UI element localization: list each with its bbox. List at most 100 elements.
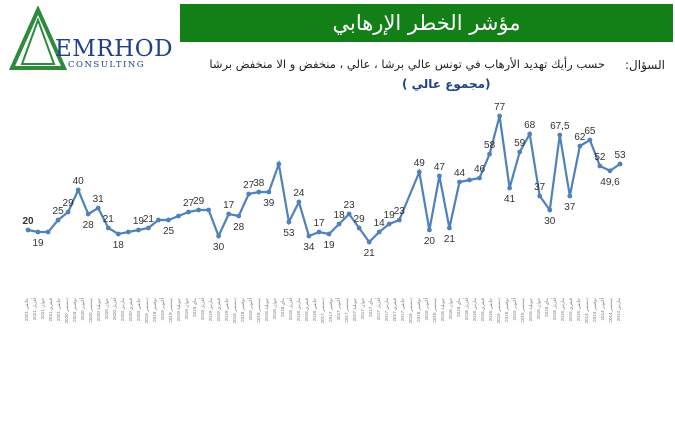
x-tick-label: نوفمبر 2020 xyxy=(72,298,78,322)
x-tick-label: جوان 2018 xyxy=(272,298,278,320)
data-point xyxy=(537,193,543,199)
data-point xyxy=(567,193,573,199)
data-label: 37 xyxy=(534,182,546,193)
data-label: 27 xyxy=(243,180,255,191)
data-point xyxy=(507,185,512,191)
x-tick-label: ماي 2019 xyxy=(192,297,197,317)
data-label: 17 xyxy=(313,218,325,229)
data-point xyxy=(457,179,462,185)
x-tick-label: جويلية 2019 xyxy=(176,298,182,322)
x-tick-label: جوان 2021 xyxy=(40,298,46,320)
x-tick-label: جانفي 2017 xyxy=(400,298,405,321)
data-label: 65 xyxy=(584,126,596,137)
data-point xyxy=(366,239,372,245)
data-label: 30 xyxy=(544,216,556,227)
data-label: 29 xyxy=(354,214,366,225)
x-tick-label: أفريل 2016 xyxy=(462,297,470,320)
x-tick-label: ماي 2017 xyxy=(368,297,373,317)
data-label: 19 xyxy=(323,240,335,251)
data-point xyxy=(447,225,452,231)
x-tick-label: ماي 2016 xyxy=(456,297,461,317)
x-tick-label: فيفري 2018 xyxy=(304,297,310,321)
x-tick-label: نوفمبر 2019 xyxy=(152,298,158,322)
data-point xyxy=(286,219,292,225)
data-label: 39 xyxy=(263,198,275,209)
x-tick-label: ديسمبر 2014 xyxy=(584,298,590,324)
x-tick-label: أكتوبر 2019 xyxy=(158,297,166,320)
x-tick-label: ماي 2018 xyxy=(280,297,285,317)
data-label: 30 xyxy=(213,242,225,253)
x-tick-label: مارس 2020 xyxy=(120,297,126,321)
data-point xyxy=(35,229,41,235)
x-tick-label: جانفي 2020 xyxy=(136,298,141,321)
x-tick-label: جانفي 2018 xyxy=(312,298,317,321)
data-point xyxy=(125,229,131,235)
x-tick-label: سبتمبر 2016 xyxy=(432,298,438,323)
data-point xyxy=(547,207,553,213)
data-label: 59 xyxy=(514,138,526,149)
data-label: 21 xyxy=(444,234,456,245)
data-point xyxy=(156,217,161,223)
data-label: 14 xyxy=(374,218,386,229)
data-point xyxy=(427,227,432,233)
x-tick-label: ديسمبر 2018 xyxy=(232,298,238,324)
data-point xyxy=(136,227,141,233)
data-label: 62 xyxy=(574,132,586,143)
question-label: السؤال: xyxy=(625,58,665,72)
x-tick-label: أكتوبر 2020 xyxy=(78,297,86,320)
data-point xyxy=(437,173,442,179)
data-point xyxy=(587,137,593,143)
data-point xyxy=(45,229,51,235)
data-label: 21 xyxy=(143,214,155,225)
data-point xyxy=(396,217,402,223)
emrhod-logo: EMRHOD CONSULTING xyxy=(8,6,178,74)
x-tick-label: نوفمبر 2016 xyxy=(416,298,422,322)
x-tick-label: ديسمبر 2019 xyxy=(144,298,150,324)
x-tick-label: أكتوبر 2014 xyxy=(598,297,606,320)
x-tick-label: جوان 2020 xyxy=(104,298,110,320)
data-point xyxy=(276,161,282,167)
data-label: 20 xyxy=(424,236,436,247)
x-tick-label: جانفي 2016 xyxy=(488,298,493,321)
data-label: 29 xyxy=(193,196,205,207)
data-point xyxy=(95,205,101,211)
x-tick-label: أفريل 2017 xyxy=(374,297,382,320)
x-tick-label: ديسمبر 2020 xyxy=(64,298,70,324)
data-point xyxy=(527,131,533,137)
x-tick-label: نوفمبر 2018 xyxy=(240,298,246,322)
x-tick-label: ديسمبر 2016 xyxy=(408,298,414,324)
data-label: 41 xyxy=(504,194,516,205)
data-point xyxy=(246,191,252,197)
data-point xyxy=(416,169,422,175)
data-label: 77 xyxy=(494,102,506,113)
x-tick-label: أكتوبر 2017 xyxy=(334,297,342,320)
data-point xyxy=(336,221,342,227)
chart-subtitle: (مجموع عالي ) xyxy=(402,77,491,91)
x-tick-label: جانفي 2015 xyxy=(576,298,581,321)
x-tick-label: مارس 2019 xyxy=(208,297,214,321)
x-tick-label: مارس 2015 xyxy=(560,297,566,321)
data-label: 53 xyxy=(283,228,295,239)
data-point xyxy=(176,213,181,219)
x-tick-label: جوان 2015 xyxy=(536,298,542,320)
data-point xyxy=(65,209,71,215)
data-label: 25 xyxy=(53,206,65,217)
x-tick-label: جانفي 2021 xyxy=(24,298,29,321)
x-tick-label: جوان 2016 xyxy=(448,298,454,320)
data-label: 67,5 xyxy=(550,121,570,132)
data-label: 21 xyxy=(364,248,376,259)
data-point xyxy=(467,177,472,183)
data-point xyxy=(356,225,362,231)
data-point xyxy=(487,151,492,157)
x-tick-label: ديسمبر 2015 xyxy=(496,298,502,324)
x-tick-label: فيفري 2017 xyxy=(392,297,398,321)
x-tick-label: فيفري 2015 xyxy=(568,297,574,321)
data-point xyxy=(216,233,222,239)
data-label: 23 xyxy=(344,200,356,211)
data-label: 20 xyxy=(22,216,34,227)
x-tick-label: جويلية 2016 xyxy=(440,298,446,322)
data-point xyxy=(607,168,613,174)
data-point xyxy=(497,113,502,119)
data-point xyxy=(296,199,302,205)
